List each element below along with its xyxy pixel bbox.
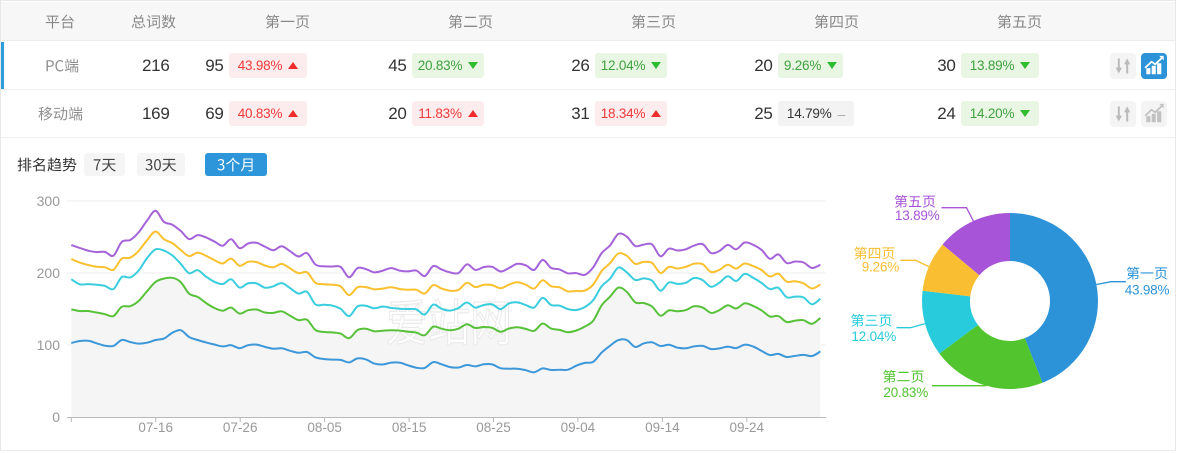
svg-text:08-25: 08-25	[476, 420, 511, 435]
svg-text:300: 300	[37, 193, 61, 209]
svg-text:09-04: 09-04	[561, 420, 596, 435]
svg-text:07-26: 07-26	[223, 420, 258, 435]
svg-text:07-16: 07-16	[138, 420, 173, 435]
svg-text:9.26%: 9.26%	[862, 260, 899, 275]
svg-text:43.98%: 43.98%	[1125, 283, 1170, 298]
svg-text:08-05: 08-05	[307, 420, 342, 435]
svg-text:09-14: 09-14	[645, 420, 680, 435]
svg-text:13.89%: 13.89%	[895, 208, 940, 223]
svg-text:08-15: 08-15	[392, 420, 427, 435]
svg-text:200: 200	[37, 265, 61, 281]
svg-text:0: 0	[52, 409, 60, 425]
svg-text:20.83%: 20.83%	[883, 385, 928, 400]
svg-text:100: 100	[37, 337, 61, 353]
svg-text:09-24: 09-24	[730, 420, 765, 435]
svg-text:12.04%: 12.04%	[851, 329, 896, 344]
